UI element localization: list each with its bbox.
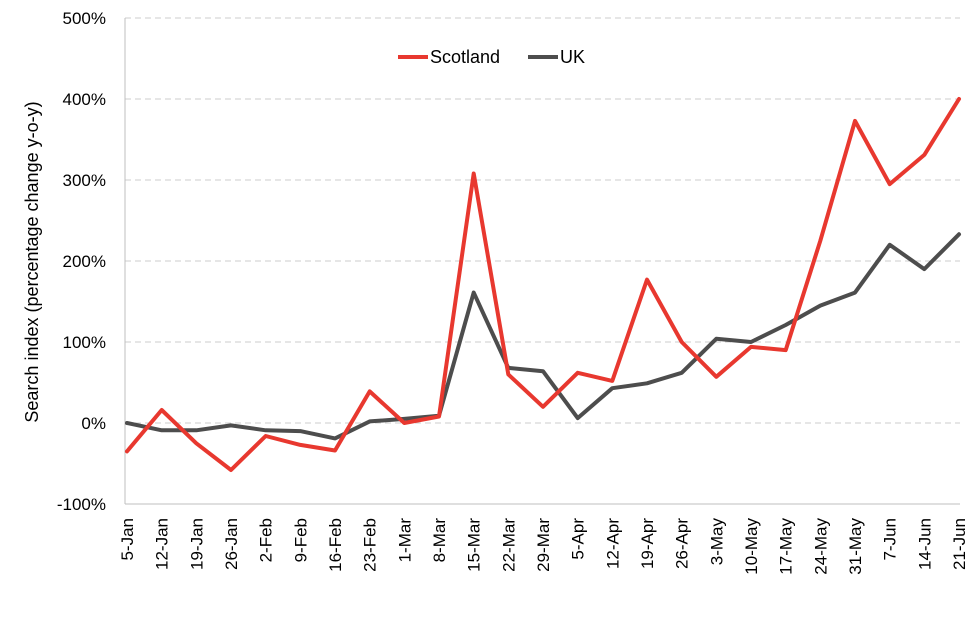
x-tick-label: 21-Jun [950, 518, 969, 570]
x-tick-label: 17-May [777, 518, 796, 575]
y-tick-labels: -100% 0% 100% 200% 300% 400% 500% [57, 9, 106, 514]
x-tick-label: 19-Jan [187, 518, 206, 570]
y-tick-label: -100% [57, 495, 106, 514]
legend: Scotland UK [398, 47, 585, 67]
x-tick-label: 8-Mar [430, 518, 449, 563]
y-tick-label: 0% [81, 414, 106, 433]
x-tick-label: 23-Feb [361, 518, 380, 572]
x-tick-label: 9-Feb [291, 518, 310, 562]
x-tick-label: 14-Jun [915, 518, 934, 570]
legend-label-scotland: Scotland [430, 47, 500, 67]
x-tick-label: 15-Mar [465, 518, 484, 572]
x-tick-label: 1-Mar [395, 518, 414, 563]
series-line-uk [125, 232, 961, 441]
y-tick-label: 200% [63, 252, 106, 271]
x-tick-label: 24-May [811, 518, 830, 575]
y-tick-label: 500% [63, 9, 106, 28]
x-tick-labels: 5-Jan 12-Jan 19-Jan 26-Jan 2-Feb 9-Feb 16-Feb 2… [118, 518, 969, 575]
y-tick-label: 400% [63, 90, 106, 109]
series-lines [125, 97, 961, 472]
x-tick-label: 16-Feb [326, 518, 345, 572]
x-tick-label: 2-Feb [257, 518, 276, 562]
x-tick-label: 22-Mar [499, 518, 518, 572]
x-tick-label: 26-Jan [222, 518, 241, 570]
x-tick-label: 29-Mar [534, 518, 553, 572]
y-tick-label: 100% [63, 333, 106, 352]
x-tick-label: 5-Jan [118, 518, 137, 561]
series-line-scotland [125, 97, 961, 472]
y-axis-title: Search index (percentage change y-o-y) [22, 101, 42, 422]
x-tick-label: 10-May [742, 518, 761, 575]
x-tick-label: 3-May [707, 518, 726, 566]
x-tick-label: 5-Apr [569, 518, 588, 560]
y-tick-label: 300% [63, 171, 106, 190]
x-tick-label: 7-Jun [881, 518, 900, 561]
legend-label-uk: UK [560, 47, 585, 67]
x-tick-label: 12-Apr [603, 518, 622, 569]
gridlines [125, 17, 960, 424]
x-tick-label: 19-Apr [638, 518, 657, 569]
x-tick-label: 26-Apr [673, 518, 692, 569]
x-tick-label: 31-May [846, 518, 865, 575]
x-tick-label: 12-Jan [153, 518, 172, 570]
